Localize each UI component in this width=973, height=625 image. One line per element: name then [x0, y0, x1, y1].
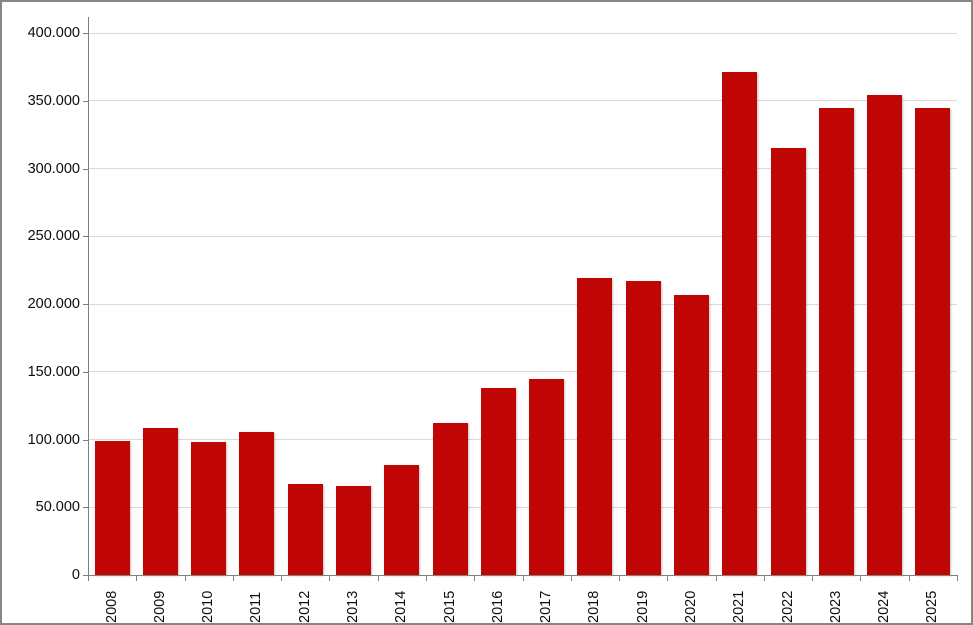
x-tick-label-2018: 2018	[586, 590, 603, 623]
bar-2020	[673, 294, 709, 575]
gridline	[88, 168, 957, 169]
y-tick-label: 100.000	[27, 431, 80, 448]
x-tick-label-2020: 2020	[682, 590, 699, 623]
bar-2023	[818, 108, 854, 575]
y-tick-label: 150.000	[27, 363, 80, 380]
x-axis-tick	[667, 576, 669, 581]
x-tick-label-2012: 2012	[296, 590, 313, 623]
bar-2010	[191, 441, 227, 575]
x-tick-label-2025: 2025	[924, 590, 941, 623]
x-tick-label-2021: 2021	[731, 590, 748, 623]
x-tick-label-2019: 2019	[634, 590, 651, 623]
y-axis-tick	[83, 236, 88, 238]
y-axis-tick	[83, 439, 88, 441]
x-axis-line	[88, 575, 958, 576]
y-axis-tick	[83, 371, 88, 373]
bar-2009	[142, 427, 178, 575]
y-axis-tick	[83, 100, 88, 102]
bar-2016	[480, 388, 516, 575]
x-tick-label-2011: 2011	[248, 591, 265, 623]
gridline	[88, 506, 957, 508]
x-axis-tick	[425, 576, 427, 581]
x-tick-label-2017: 2017	[538, 590, 555, 623]
x-axis-tick	[281, 576, 283, 581]
gridline	[88, 371, 957, 373]
bar-2018	[577, 278, 613, 575]
bar-2025	[915, 108, 951, 575]
y-axis-line	[88, 17, 89, 576]
bar-2011	[239, 432, 275, 575]
y-axis-tick	[83, 33, 88, 34]
x-axis-tick	[763, 576, 765, 581]
bar-2019	[625, 280, 661, 575]
x-tick-label-2015: 2015	[441, 590, 458, 623]
x-tick-label-2013: 2013	[345, 590, 362, 623]
x-axis-tick	[715, 576, 717, 581]
y-axis-tick	[83, 507, 88, 509]
y-tick-label: 0	[71, 567, 80, 583]
bar-2017	[529, 378, 565, 575]
y-axis-tick	[83, 304, 88, 305]
y-tick-label: 350.000	[27, 92, 80, 109]
bar-2024	[867, 94, 903, 575]
y-tick-label: 50.000	[35, 499, 80, 516]
x-axis-tick	[619, 576, 621, 581]
x-tick-label-2010: 2010	[200, 590, 217, 623]
x-axis-tick	[474, 576, 476, 581]
y-axis-tick	[83, 575, 88, 576]
x-axis-tick	[957, 576, 958, 581]
x-axis-tick	[184, 576, 186, 581]
x-axis-tick	[136, 576, 138, 581]
gridline	[88, 100, 957, 102]
x-axis-tick	[522, 576, 524, 581]
x-axis-tick	[908, 576, 910, 581]
y-tick-label: 400.000	[27, 25, 80, 41]
x-tick-label-2014: 2014	[393, 590, 410, 623]
x-axis-tick	[88, 576, 89, 581]
y-tick-label: 200.000	[27, 296, 80, 312]
x-tick-label-2016: 2016	[489, 590, 506, 623]
gridline	[88, 32, 957, 34]
bar-2022	[770, 148, 806, 575]
x-axis-tick	[570, 576, 572, 581]
x-tick-label-2008: 2008	[103, 590, 120, 623]
x-axis-tick	[232, 576, 234, 581]
bar-2021	[722, 72, 758, 575]
x-tick-label-2023: 2023	[827, 590, 844, 623]
gridline	[88, 303, 957, 305]
x-tick-label-2022: 2022	[779, 590, 796, 623]
bar-2013	[336, 486, 372, 575]
gridline	[88, 235, 957, 237]
y-tick-label: 300.000	[27, 160, 80, 177]
bar-2008	[94, 440, 130, 575]
bar-2012	[287, 484, 323, 575]
x-tick-label-2024: 2024	[876, 590, 893, 623]
y-tick-label: 250.000	[27, 228, 80, 245]
x-axis-tick	[860, 576, 862, 581]
x-axis-tick	[377, 576, 379, 581]
x-axis-tick	[812, 576, 814, 581]
gridline	[88, 439, 957, 440]
bar-2015	[432, 423, 468, 575]
x-tick-label-2009: 2009	[151, 590, 168, 623]
y-axis-tick	[83, 168, 88, 170]
bar-2014	[384, 465, 420, 575]
x-axis-tick	[329, 576, 331, 581]
